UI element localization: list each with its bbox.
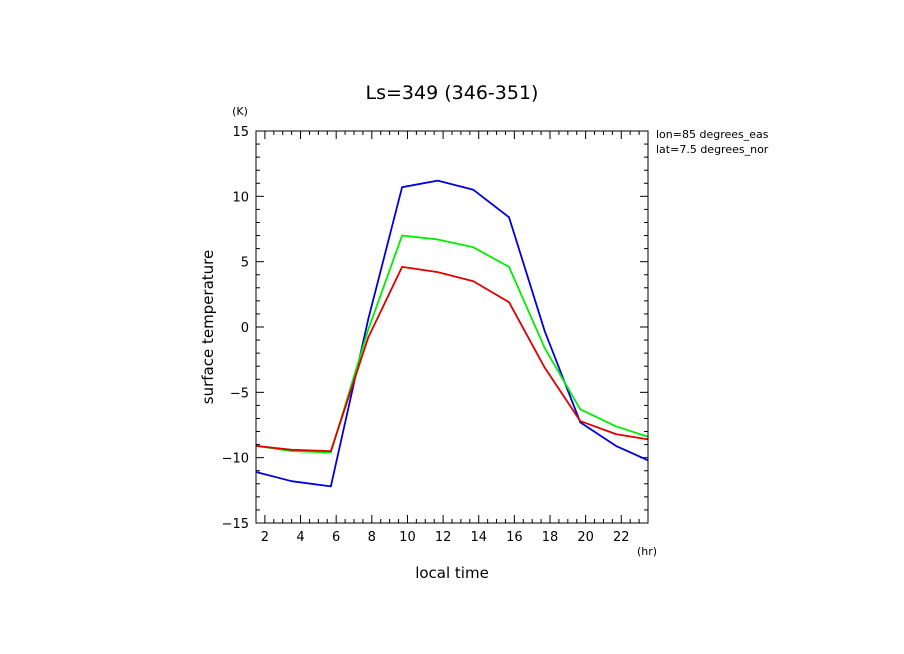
plot-frame (255, 130, 649, 524)
x-tick-label: 16 (506, 530, 523, 545)
x-axis-title: local time (415, 564, 489, 582)
y-tick-label: −15 (222, 517, 249, 532)
y-axis-title: surface temperature (199, 250, 217, 405)
x-tick-label: 12 (435, 530, 452, 545)
annotation-lat: lat=7.5 degrees_nor (656, 143, 769, 156)
series-line-1 (255, 179, 649, 488)
y-tick-label: 5 (241, 256, 249, 271)
x-tick-label: 22 (613, 530, 630, 545)
x-tick-label: 4 (296, 530, 304, 545)
x-tick-label: 20 (577, 530, 594, 545)
series-line-2 (255, 234, 649, 454)
x-tick-label: 14 (470, 530, 487, 545)
chart-title: Ls=349 (346-351) (366, 82, 539, 104)
annotation-lon: lon=85 degrees_eas (656, 128, 769, 141)
y-tick-label: −5 (230, 386, 249, 401)
x-tick-label: 2 (261, 530, 269, 545)
y-tick-label: 15 (232, 125, 249, 140)
x-tick-label: 18 (542, 530, 559, 545)
series-line-3 (255, 265, 649, 453)
x-unit-label: (hr) (637, 545, 657, 558)
x-tick-label: 8 (368, 530, 376, 545)
y-unit-label: (K) (232, 105, 248, 118)
y-tick-label: 10 (232, 190, 249, 205)
y-tick-label: −10 (222, 452, 249, 467)
y-tick-label: 0 (241, 321, 249, 336)
x-tick-label: 10 (399, 530, 416, 545)
x-tick-label: 6 (332, 530, 340, 545)
